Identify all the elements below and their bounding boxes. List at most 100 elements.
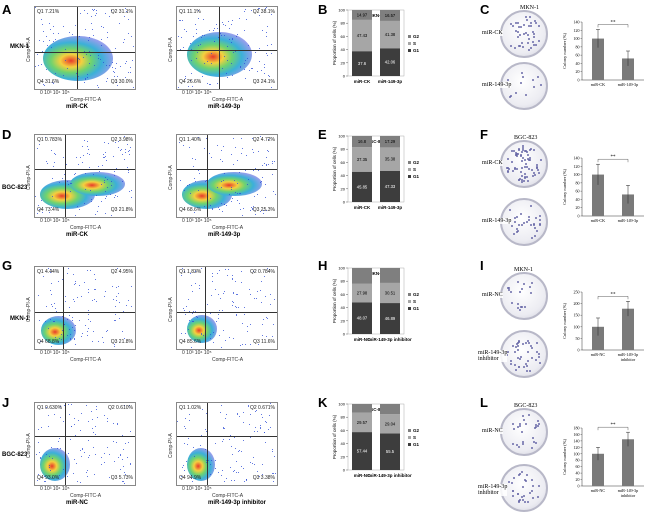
scatter-dot	[92, 330, 94, 332]
scatter-dot	[249, 288, 251, 290]
colony-dot	[530, 489, 533, 492]
scatter-dot	[87, 289, 89, 291]
y-tick-label: 0	[343, 74, 346, 79]
scatter-dot	[115, 314, 117, 316]
colony-dot	[539, 219, 542, 222]
scatter-dot	[237, 414, 239, 416]
scatter-dot	[270, 294, 272, 296]
y-axis-label: Comp-PI-A	[168, 433, 174, 458]
colony-dot	[537, 485, 540, 488]
dish-label-line: miR-CK	[482, 160, 503, 166]
scatter-dot	[94, 474, 96, 475]
quadrant-divider-vertical	[207, 403, 208, 485]
scatter-dot	[121, 180, 123, 182]
scatter-dot	[218, 309, 220, 311]
scatter-dot	[263, 319, 264, 321]
scatter-dot	[114, 197, 116, 199]
colony-dot	[534, 216, 537, 219]
scatter-dot	[74, 24, 76, 26]
colony-dot	[520, 171, 523, 174]
colony-dot	[531, 478, 534, 481]
scatter-dot	[209, 338, 211, 340]
scatter-dot	[236, 35, 238, 37]
legend-label: G2	[413, 160, 420, 165]
colony-dot	[516, 231, 519, 234]
colony-dot	[535, 166, 538, 169]
y-tick-label: 80	[576, 44, 580, 49]
scatter-dot	[259, 7, 261, 9]
quadrant-label-q3: Q3 21.8%	[110, 207, 133, 213]
scatter-dot	[226, 478, 228, 480]
scatter-dot	[76, 156, 78, 158]
scatter-dot	[52, 476, 54, 478]
scatter-dot	[236, 472, 238, 474]
scatter-dot	[105, 65, 107, 67]
colony-dot	[536, 425, 539, 428]
scatter-dot	[233, 302, 235, 304]
scatter-dot	[84, 452, 86, 454]
scatter-dot	[226, 59, 228, 61]
y-axis-label: Proportion of cells (%)	[332, 278, 337, 323]
scatter-dot	[62, 330, 64, 331]
scatter-dot	[223, 146, 225, 148]
legend-swatch	[408, 175, 411, 178]
scatter-dot	[83, 56, 85, 58]
scatter-dot	[257, 150, 259, 152]
scatter-dot	[215, 443, 217, 445]
scatter-dot	[92, 432, 94, 434]
colony-assay-title: BGC-823	[514, 403, 538, 409]
scatter-dot	[127, 441, 129, 443]
scatter-dot	[74, 174, 76, 176]
scatter-dot	[110, 193, 112, 195]
quadrant-label-q2: Q2 3.98%	[110, 137, 133, 143]
colony-dot	[509, 209, 512, 212]
scatter-dot	[190, 284, 192, 286]
y-tick-label: 40	[576, 61, 580, 66]
colony-dot	[530, 223, 533, 226]
scatter-dot	[235, 147, 237, 149]
scatter-dot	[112, 286, 113, 288]
significance-label: **	[611, 155, 617, 160]
scatter-dot	[125, 63, 127, 65]
scatter-dot	[261, 464, 263, 466]
quadrant-label-q2: Q2 0.671%	[249, 405, 275, 411]
scatter-dot	[96, 9, 98, 11]
scatter-dot	[55, 337, 57, 338]
y-tick-label: 40	[341, 47, 346, 52]
scatter-dot	[177, 35, 179, 37]
scatter-dot	[87, 140, 89, 142]
category-label: miR-NC	[591, 488, 606, 493]
scatter-dot	[55, 154, 57, 156]
scatter-dot	[103, 179, 105, 181]
scatter-dot	[57, 33, 59, 35]
scatter-dot	[79, 284, 81, 286]
scatter-dot	[232, 301, 234, 303]
scatter-dot	[53, 83, 55, 85]
panel-letter-f: F	[480, 127, 488, 142]
y-tick-label: 0	[343, 200, 346, 205]
colony-dot	[520, 82, 523, 85]
scatter-dot	[116, 422, 118, 424]
scatter-dot	[270, 403, 272, 405]
flow-plot: Q1 1.40% Q2 4.72% Q3 25.3% Q4 68.6%	[176, 134, 278, 218]
quadrant-divider-horizontal	[35, 169, 135, 171]
scatter-dot	[233, 51, 235, 53]
colony-dot	[529, 47, 532, 50]
scatter-dot	[184, 470, 186, 472]
scatter-dot	[132, 46, 134, 48]
scatter-dot	[106, 186, 108, 188]
scatter-dot	[121, 330, 123, 332]
scatter-dot	[103, 452, 105, 454]
colony-dot	[532, 437, 535, 440]
scatter-dot	[48, 467, 50, 469]
scatter-dot	[45, 137, 47, 139]
colony-dot	[520, 153, 523, 156]
y-tick-label: 0	[343, 468, 346, 473]
scatter-dot	[255, 51, 257, 53]
scatter-dot	[234, 469, 236, 471]
scatter-dot	[205, 430, 207, 432]
scatter-dot	[201, 34, 203, 36]
scatter-dot	[202, 335, 204, 337]
scatter-dot	[118, 457, 120, 459]
colony-dot	[534, 19, 537, 22]
